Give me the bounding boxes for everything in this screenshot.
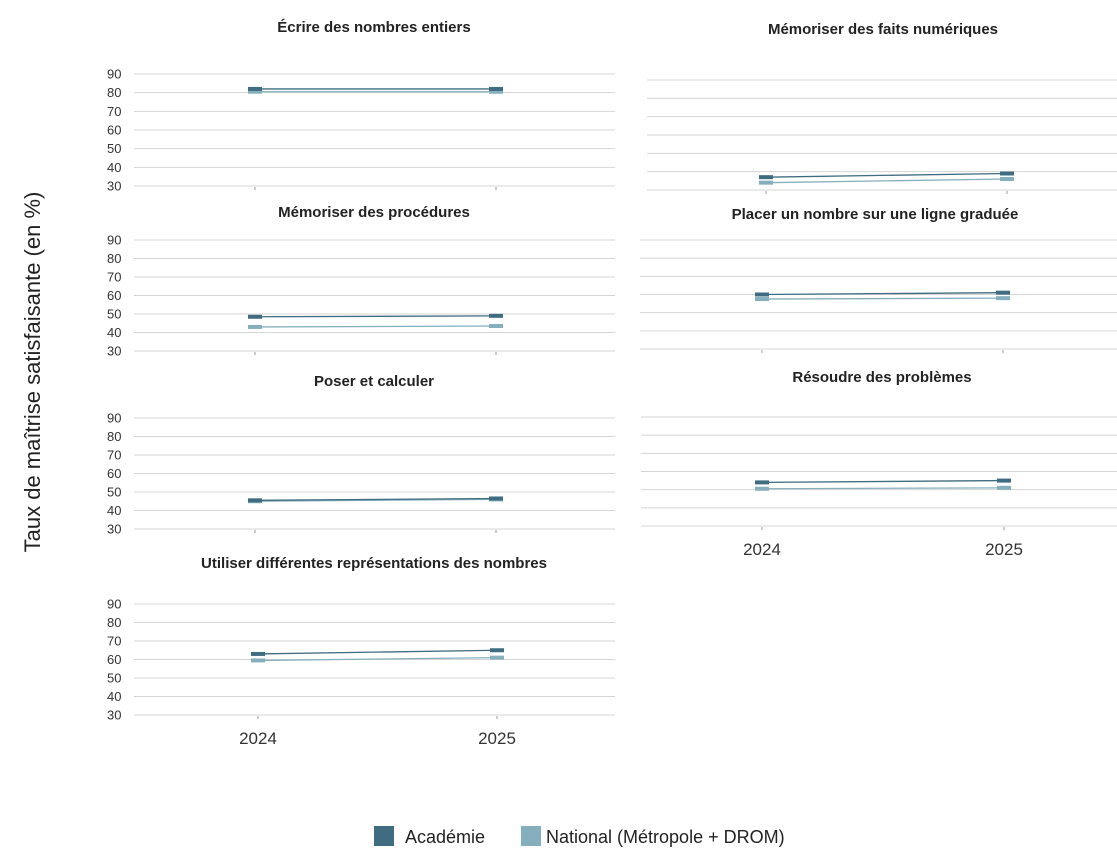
y-tick-label: 30 <box>107 179 121 194</box>
y-tick-label: 90 <box>107 67 121 82</box>
panel-7: Utiliser différentes représentations des… <box>107 555 615 748</box>
x-tick-label: 2024 <box>743 540 781 559</box>
data-point-national <box>490 655 504 660</box>
series-line-national <box>765 178 1008 184</box>
y-tick-label: 60 <box>107 652 121 667</box>
data-point-academie <box>489 313 503 318</box>
panel-6: Résoudre des problèmes 2024 2025 <box>641 369 1117 559</box>
data-point-national <box>251 658 265 663</box>
data-point-national <box>489 324 503 329</box>
panel-title: Écrire des nombres entiers <box>277 19 470 36</box>
y-tick-label: 80 <box>107 251 121 266</box>
y-tick-label: 70 <box>107 270 121 285</box>
series-line-academie <box>761 479 1005 484</box>
y-tick-label: 30 <box>107 522 121 537</box>
data-point-academie <box>755 292 769 297</box>
y-tick-label: 70 <box>107 448 121 463</box>
panel-title: Mémoriser des faits numériques <box>768 21 998 38</box>
data-point-academie <box>251 651 265 656</box>
x-tick-label: 2025 <box>985 540 1023 559</box>
legend-label-national: National (Métropole + DROM) <box>546 827 785 847</box>
data-point-national <box>996 296 1010 301</box>
y-tick-label: 70 <box>107 104 121 119</box>
data-point-academie <box>759 175 773 180</box>
series-line-national <box>254 325 497 328</box>
legend-swatch-academie <box>374 826 394 846</box>
panel-title: Mémoriser des procédures <box>278 204 470 221</box>
data-point-academie <box>490 648 504 653</box>
y-tick-label: 40 <box>107 160 121 175</box>
series-line-national <box>254 498 497 502</box>
data-point-national <box>755 486 769 491</box>
data-point-national <box>248 89 262 94</box>
y-tick-label: 40 <box>107 503 121 518</box>
y-tick-label: 90 <box>107 233 121 248</box>
data-point-national <box>248 324 262 329</box>
legend-label-academie: Académie <box>405 827 485 847</box>
panel-4: Placer un nombre sur une ligne graduée <box>640 206 1117 353</box>
y-tick-label: 90 <box>107 597 121 612</box>
data-point-national <box>489 89 503 94</box>
x-tick-label: 2024 <box>239 729 277 748</box>
y-tick-label: 80 <box>107 615 121 630</box>
data-point-academie <box>248 498 262 503</box>
series-line-academie <box>254 315 497 318</box>
series-line-national <box>761 297 1004 300</box>
y-tick-label: 80 <box>107 429 121 444</box>
legend: Académie National (Métropole + DROM) <box>374 826 785 847</box>
y-tick-label: 50 <box>107 307 121 322</box>
y-tick-label: 70 <box>107 634 121 649</box>
series-line-national <box>257 657 498 662</box>
legend-swatch-national <box>521 826 541 846</box>
series-line-academie <box>257 649 498 655</box>
panel-title: Poser et calculer <box>314 373 434 390</box>
y-tick-label: 30 <box>107 708 121 723</box>
data-point-academie <box>997 478 1011 483</box>
y-tick-label: 50 <box>107 671 121 686</box>
series-line-academie <box>254 497 497 501</box>
data-point-academie <box>755 480 769 485</box>
panel-3: Mémoriser des procédures 30 40 50 60 70 80 90 <box>107 204 615 359</box>
y-tick-label: 50 <box>107 485 121 500</box>
y-tick-label: 60 <box>107 466 121 481</box>
panel-title: Utiliser différentes représentations des… <box>201 555 547 572</box>
y-tick-label: 40 <box>107 325 121 340</box>
series-line-national <box>761 487 1005 490</box>
data-point-national <box>1000 177 1014 181</box>
data-point-academie <box>248 86 262 91</box>
x-tick-label: 2025 <box>478 729 516 748</box>
panel-2: Mémoriser des faits numériques <box>647 21 1117 194</box>
data-point-academie <box>489 496 503 501</box>
y-tick-label: 50 <box>107 141 121 156</box>
y-tick-label: 90 <box>107 411 121 426</box>
data-point-national <box>755 297 769 302</box>
data-point-academie <box>248 314 262 319</box>
panel-5: Poser et calculer 30 40 50 60 70 80 90 <box>107 373 615 537</box>
y-tick-label: 80 <box>107 85 121 100</box>
panel-1: Écrire des nombres entiers 30 40 50 60 70 80 90 <box>107 19 615 194</box>
series-line-academie <box>765 172 1008 178</box>
series-line-academie <box>761 292 1004 296</box>
panel-title: Placer un nombre sur une ligne graduée <box>732 206 1019 223</box>
data-point-academie <box>1000 171 1014 176</box>
y-tick-label: 60 <box>107 123 121 138</box>
y-axis-label: Taux de maîtrise satisfaisante (en %) <box>20 192 45 553</box>
y-tick-label: 60 <box>107 288 121 303</box>
panels-layer: Écrire des nombres entiers 30 40 50 60 70 80 90… <box>107 19 1117 748</box>
data-point-national <box>997 485 1011 490</box>
data-point-academie <box>489 86 503 91</box>
y-tick-label: 40 <box>107 689 121 704</box>
data-point-national <box>759 180 773 185</box>
panel-title: Résoudre des problèmes <box>792 369 971 386</box>
data-point-academie <box>996 290 1010 295</box>
y-tick-label: 30 <box>107 344 121 359</box>
